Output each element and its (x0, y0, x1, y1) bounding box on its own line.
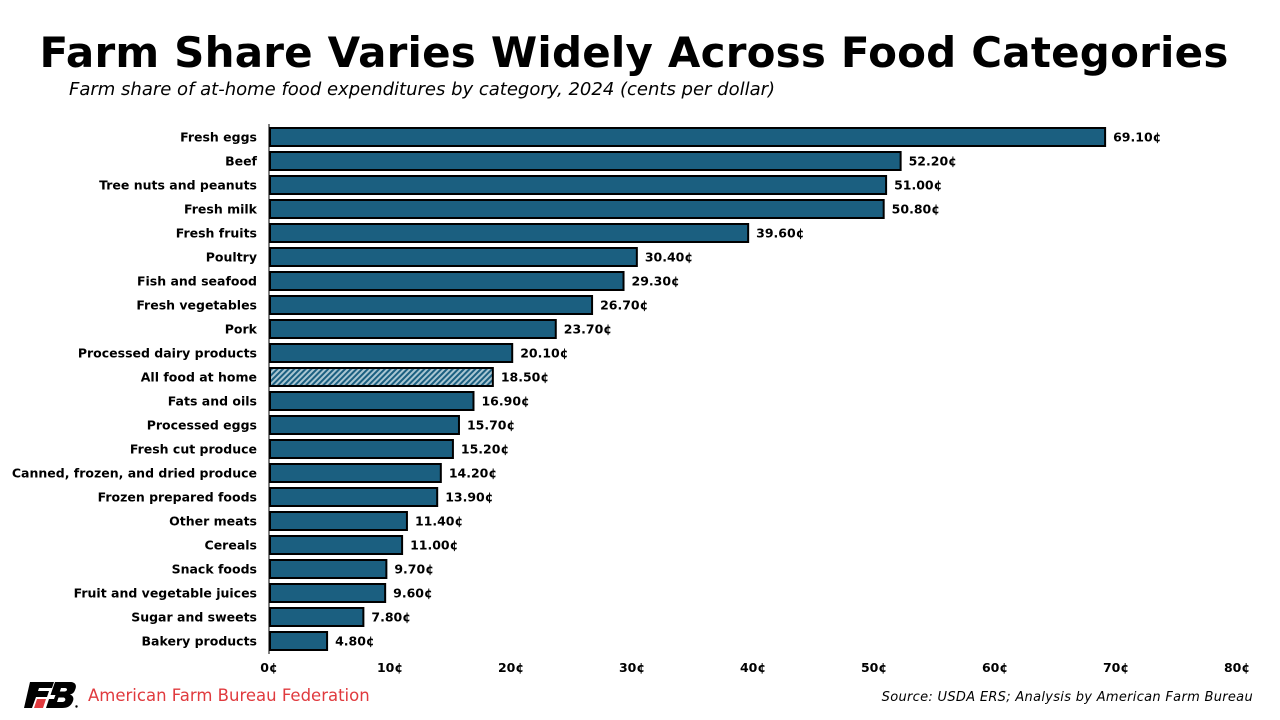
bar (269, 343, 514, 363)
category-label: Fats and oils (168, 394, 257, 409)
value-label: 30.40¢ (645, 250, 693, 265)
value-labels: 69.10¢ 52.20¢ 51.00¢ 50.80¢ 39.60¢ 30.40¢ 29.3… (335, 130, 1161, 649)
bar (269, 127, 1107, 147)
bar (269, 487, 439, 507)
value-label: 16.90¢ (481, 394, 529, 409)
chart-title: Farm Share Varies Widely Across Food Cat… (39, 28, 1229, 77)
category-label: Fresh fruits (176, 226, 257, 241)
bars-layer (269, 127, 1107, 651)
value-label: 39.60¢ (756, 226, 804, 241)
category-label: Snack foods (172, 562, 257, 577)
bar (269, 271, 625, 291)
category-label: Bakery products (142, 634, 257, 649)
value-label: 23.70¢ (564, 322, 612, 337)
value-label: 9.60¢ (393, 586, 433, 601)
value-label: 15.70¢ (467, 418, 515, 433)
x-tick-label: 60¢ (982, 660, 1008, 675)
afbf-logo: American Farm Bureau Federation (24, 682, 370, 708)
bar (269, 535, 404, 555)
value-label: 14.20¢ (449, 466, 497, 481)
value-label: 69.10¢ (1113, 130, 1161, 145)
bar (269, 631, 329, 651)
bar (269, 199, 885, 219)
x-axis-ticks: 0¢ 10¢ 20¢ 30¢ 40¢ 50¢ 60¢ 70¢ 80¢ (260, 660, 1250, 675)
value-label: 20.10¢ (520, 346, 568, 361)
value-label: 50.80¢ (892, 202, 940, 217)
category-label: Processed dairy products (78, 346, 257, 361)
bar (269, 583, 387, 603)
x-tick-label: 40¢ (740, 660, 766, 675)
x-tick-label: 20¢ (498, 660, 524, 675)
bar (269, 295, 594, 315)
bar (269, 247, 638, 267)
bar (269, 439, 454, 459)
bar (269, 607, 365, 627)
category-label: Fresh milk (184, 202, 258, 217)
value-label: 11.00¢ (410, 538, 458, 553)
category-label: Beef (225, 154, 257, 169)
bar (269, 319, 557, 339)
value-label: 7.80¢ (371, 610, 411, 625)
x-tick-label: 50¢ (861, 660, 887, 675)
category-label: Processed eggs (147, 418, 257, 433)
category-labels: Fresh eggs Beef Tree nuts and peanuts Fresh… (12, 130, 258, 649)
x-tick-label: 70¢ (1103, 660, 1129, 675)
x-tick-label: 0¢ (260, 660, 277, 675)
category-label: Fresh vegetables (136, 298, 257, 313)
category-label: Cereals (205, 538, 257, 553)
chart-subtitle: Farm share of at-home food expenditures … (69, 79, 776, 100)
bar (269, 463, 442, 483)
brand-name: American Farm Bureau Federation (88, 685, 370, 705)
category-label: Fruit and vegetable juices (74, 586, 257, 601)
value-label: 26.70¢ (600, 298, 648, 313)
bar-highlighted (269, 367, 494, 387)
category-label: Sugar and sweets (131, 610, 257, 625)
category-label: All food at home (141, 370, 257, 385)
bar (269, 223, 750, 243)
x-tick-label: 10¢ (377, 660, 403, 675)
category-label: Fresh eggs (180, 130, 257, 145)
value-label: 11.40¢ (415, 514, 463, 529)
value-label: 52.20¢ (909, 154, 957, 169)
bar (269, 175, 888, 195)
value-label: 4.80¢ (335, 634, 375, 649)
bar (269, 511, 408, 531)
category-label: Fish and seafood (137, 274, 257, 289)
value-label: 15.20¢ (461, 442, 509, 457)
bar (269, 415, 460, 435)
x-tick-label: 80¢ (1224, 660, 1250, 675)
category-label: Fresh cut produce (130, 442, 257, 457)
category-label: Canned, frozen, and dried produce (12, 466, 257, 481)
category-label: Frozen prepared foods (98, 490, 257, 505)
value-label: 51.00¢ (894, 178, 942, 193)
category-label: Other meats (169, 514, 257, 529)
source-note: Source: USDA ERS; Analysis by American F… (881, 690, 1253, 705)
fb-logo-icon (24, 682, 78, 708)
category-label: Tree nuts and peanuts (99, 178, 257, 193)
category-label: Pork (225, 322, 258, 337)
x-tick-label: 30¢ (619, 660, 645, 675)
bar (269, 151, 902, 171)
value-label: 18.50¢ (501, 370, 549, 385)
bar (269, 391, 475, 411)
bar (269, 559, 388, 579)
value-label: 9.70¢ (394, 562, 434, 577)
value-label: 13.90¢ (445, 490, 493, 505)
category-label: Poultry (206, 250, 257, 265)
value-label: 29.30¢ (632, 274, 680, 289)
